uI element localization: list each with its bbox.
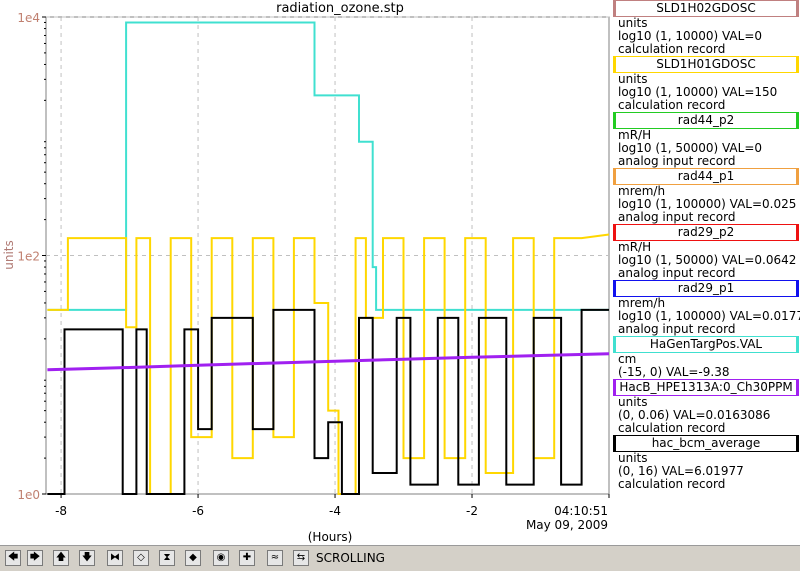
series-line-hacb-hpe1313a-0-ch30ppm <box>47 352 610 372</box>
legend-entry-record: calculation record <box>618 98 726 112</box>
legend-entry-units: mrem/h <box>618 184 666 198</box>
legend-entry-range: (-15, 0) VAL=-9.38 <box>618 365 730 379</box>
legend-entry-record: calculation record <box>618 421 726 435</box>
legend-entry-range: log10 (1, 100000) VAL=0.025 <box>618 197 797 211</box>
legend-entry-range: (0, 16) VAL=6.01977 <box>618 464 744 478</box>
legend-entry-units: mrem/h <box>618 296 666 310</box>
x-tick-label: -4 <box>329 504 341 518</box>
legend-entry-record: calculation record <box>618 42 726 56</box>
zoom-out-y-button[interactable]: ◆ <box>185 550 201 566</box>
zoom-out-x-button[interactable]: ◇ <box>133 550 149 566</box>
legend-entry[interactable]: rad29_p1 mrem/h log10 (1, 100000) VAL=0.01… <box>612 280 800 336</box>
legend-entry-units: units <box>618 16 648 30</box>
pan-left-button[interactable]: 🡄 <box>5 550 21 566</box>
series-layer <box>47 21 610 495</box>
legend-entry-name[interactable]: HacB_HPE1313A:0_Ch30PPM <box>613 379 799 396</box>
legend-entry-name[interactable]: rad44_p2 <box>613 112 799 129</box>
legend-entry-name[interactable]: HaGenTargPos.VAL <box>613 336 799 353</box>
legend-entry-range: log10 (1, 10000) VAL=150 <box>618 85 778 99</box>
legend-entry-record: calculation record <box>618 477 726 491</box>
legend-entry-name[interactable]: rad29_p2 <box>613 224 799 241</box>
y-ticks: 1e4 1e2 1e0 <box>17 11 46 502</box>
legend-entry[interactable]: hac_bcm_average units (0, 16) VAL=6.01977 c… <box>612 435 800 491</box>
legend-entry-record: analog input record <box>618 154 736 168</box>
x-tick-label: -6 <box>192 504 204 518</box>
autoscale-button[interactable]: ◉ <box>213 550 229 566</box>
legend-entry-record: analog input record <box>618 322 736 336</box>
legend-entry-name[interactable]: SLD1H01GDOSC <box>613 56 799 73</box>
legend-entry-units: units <box>618 395 648 409</box>
x-ticks: -8 -6 -4 -2 04:10:51 <box>55 494 610 518</box>
zoom-in-x-button[interactable]: ⧓ <box>107 550 123 566</box>
pause-button[interactable]: ⇆ <box>293 550 309 566</box>
legend-entry-name[interactable]: rad29_p1 <box>613 280 799 297</box>
legend-entry-range: log10 (1, 100000) VAL=0.0177 <box>618 309 800 323</box>
y-tick-label: 1e4 <box>17 11 40 25</box>
pan-right-button[interactable]: 🡆 <box>27 550 43 566</box>
legend-entry-range: log10 (1, 50000) VAL=0.0642 <box>618 253 797 267</box>
series-line-hagentargpos-val <box>47 21 609 311</box>
chart-title: radiation_ozone.stp <box>276 1 404 16</box>
x-date-label: May 09, 2009 <box>526 518 608 532</box>
legend: SLD1H02GDOSC units log10 (1, 10000) VAL=0 c… <box>612 0 800 491</box>
legend-entry-units: cm <box>618 352 637 366</box>
pan-down-button[interactable]: 🡇 <box>79 550 95 566</box>
toolbar: SCROLLING 🡄 🡆 🡅 🡇 ⧓ ◇ ⧗ ◆ ◉ ✚ ≈ ⇆ <box>0 545 800 571</box>
legend-entry-name[interactable]: hac_bcm_average <box>613 435 799 452</box>
grid-lines <box>46 16 609 494</box>
legend-entry[interactable]: HacB_HPE1313A:0_Ch30PPM units (0, 0.06) VA… <box>612 379 800 435</box>
scroll-mode-button[interactable]: ≈ <box>267 550 283 566</box>
scroll-status: SCROLLING <box>316 551 385 565</box>
legend-entry-units: mR/H <box>618 240 652 254</box>
add-button[interactable]: ✚ <box>239 550 255 566</box>
legend-entry[interactable]: rad29_p2 mR/H log10 (1, 50000) VAL=0.0642 a… <box>612 224 800 280</box>
y-tick-label: 1e2 <box>17 250 40 264</box>
x-tick-label: -8 <box>55 504 67 518</box>
x-axis-label: (Hours) <box>308 530 353 544</box>
legend-entry[interactable]: HaGenTargPos.VAL cm (-15, 0) VAL=-9.38 <box>612 336 800 379</box>
zoom-in-y-button[interactable]: ⧗ <box>159 550 175 566</box>
legend-entry-name[interactable]: rad44_p1 <box>613 168 799 185</box>
x-tick-label: 04:10:51 <box>554 504 608 518</box>
legend-entry-units: units <box>618 72 648 86</box>
legend-entry[interactable]: SLD1H02GDOSC units log10 (1, 10000) VAL=0 c… <box>612 0 800 56</box>
legend-entry[interactable]: rad44_p2 mR/H log10 (1, 50000) VAL=0 analog… <box>612 112 800 168</box>
legend-entry[interactable]: rad44_p1 mrem/h log10 (1, 100000) VAL=0.02… <box>612 168 800 224</box>
legend-entry-record: analog input record <box>618 210 736 224</box>
legend-entry[interactable]: SLD1H01GDOSC units log10 (1, 10000) VAL=15… <box>612 56 800 112</box>
y-tick-label: 1e0 <box>17 488 40 502</box>
legend-entry-units: units <box>618 451 648 465</box>
legend-entry-range: (0, 0.06) VAL=0.0163086 <box>618 408 771 422</box>
pan-up-button[interactable]: 🡅 <box>53 550 69 566</box>
legend-entry-range: log10 (1, 10000) VAL=0 <box>618 29 763 43</box>
legend-entry-name[interactable]: SLD1H02GDOSC <box>613 0 799 17</box>
legend-entry-units: mR/H <box>618 128 652 142</box>
legend-entry-range: log10 (1, 50000) VAL=0 <box>618 141 763 155</box>
x-tick-label: -2 <box>466 504 478 518</box>
series-line-hac-bcm-average <box>47 308 609 495</box>
legend-entry-record: analog input record <box>618 266 736 280</box>
